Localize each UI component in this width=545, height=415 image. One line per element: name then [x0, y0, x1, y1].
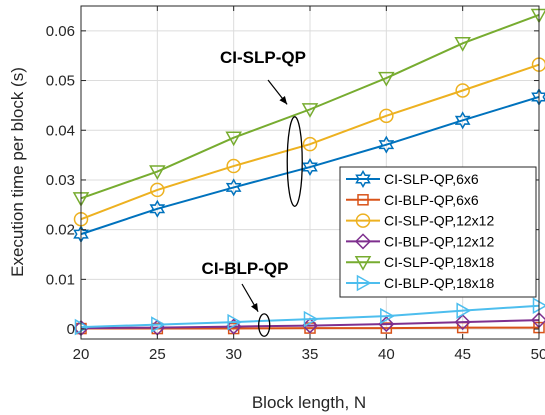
data-point — [456, 302, 472, 319]
y-tick-label: 0.05 — [46, 73, 75, 90]
data-point — [225, 131, 242, 147]
legend-label: CI-BLP-QP,12x12 — [384, 233, 494, 249]
legend-entry: CI-BLP-QP,12x12 — [346, 233, 494, 250]
legend-marker — [354, 233, 372, 250]
data-point — [454, 314, 471, 331]
y-tick-label: 0.04 — [46, 122, 75, 139]
legend-entry: CI-BLP-QP,18x18 — [346, 274, 494, 292]
y-axis-label: Execution time per block (s) — [8, 67, 27, 277]
x-tick-label: 40 — [378, 346, 395, 363]
data-point — [226, 158, 241, 174]
data-point — [149, 165, 166, 181]
legend-label: CI-BLP-QP,6x6 — [384, 192, 479, 208]
legend-entry: CI-BLP-QP,6x6 — [346, 192, 479, 208]
x-axis-label: Block length, N — [252, 393, 366, 412]
annotation-label: CI-SLP-QP — [220, 48, 306, 67]
data-point — [454, 111, 471, 130]
data-point — [151, 316, 166, 333]
data-point — [149, 199, 166, 218]
x-tick-label: 20 — [73, 346, 90, 363]
x-tick-label: 50 — [531, 346, 545, 363]
legend-entry: CI-SLP-QP,12x12 — [346, 213, 494, 229]
series-line — [80, 304, 540, 329]
data-point — [74, 318, 90, 336]
annotation-label: CI-BLP-QP — [202, 259, 289, 278]
data-point — [150, 182, 165, 198]
annotation-2: CI-BLP-QP — [202, 259, 289, 337]
data-point — [303, 310, 319, 328]
legend-label: CI-SLP-QP,18x18 — [384, 254, 494, 270]
series-line — [80, 95, 540, 236]
series-line — [80, 14, 540, 200]
data-point — [225, 178, 242, 197]
data-point — [302, 136, 318, 152]
data-point — [378, 316, 395, 333]
annotation-ellipse — [286, 116, 303, 207]
legend: CI-SLP-QP,6x6 CI-BLP-QP,6x6 CI-SLP-QP,12x1… — [339, 166, 537, 298]
data-point — [301, 103, 319, 118]
data-point — [380, 322, 393, 334]
y-tick-label: 0.06 — [46, 23, 75, 40]
x-tick-label: 30 — [225, 346, 242, 363]
data-point — [227, 313, 243, 331]
data-point — [379, 108, 394, 124]
legend-label: CI-SLP-QP,12x12 — [384, 213, 494, 229]
data-point — [455, 83, 470, 98]
legend-marker — [354, 255, 372, 271]
legend-marker — [355, 213, 371, 228]
data-point — [378, 71, 395, 87]
annotation-1: CI-SLP-QP — [220, 48, 306, 207]
data-point — [380, 307, 395, 325]
series-line — [80, 63, 540, 221]
data-point — [532, 297, 545, 314]
y-tick-label: 0.02 — [46, 222, 75, 239]
legend-marker — [355, 169, 371, 189]
y-tick-label: 0 — [67, 321, 75, 338]
y-tick-label: 0.01 — [46, 271, 75, 288]
annotations: CI-SLP-QP CI-BLP-QP — [202, 48, 306, 337]
x-tick-label: 25 — [149, 346, 166, 363]
data-point — [302, 158, 318, 177]
legend-box — [339, 166, 537, 298]
legend-marker — [357, 194, 369, 206]
legend-label: CI-BLP-QP,18x18 — [384, 275, 494, 291]
data-point — [301, 317, 319, 334]
legend-label: CI-SLP-QP,6x6 — [384, 171, 479, 187]
legend-entry: CI-SLP-QP,18x18 — [346, 254, 494, 271]
annotation-ellipse — [258, 313, 271, 337]
legend-marker — [356, 274, 372, 292]
annotation-arrowhead — [251, 302, 259, 312]
data-point — [454, 37, 471, 52]
data-point — [378, 135, 395, 154]
series-1 — [73, 87, 545, 244]
series-line — [80, 319, 540, 330]
annotation-arrowhead — [279, 95, 288, 105]
y-tick-label: 0.03 — [46, 172, 75, 189]
x-tick-label: 35 — [302, 346, 319, 363]
series-6 — [74, 297, 545, 336]
legend-entry: CI-SLP-QP,6x6 — [346, 169, 479, 189]
axes: 20 25 30 35 40 45 50 0 0.01 0.02 0.03 0.04 0.05 0.06 — [46, 5, 545, 363]
axes-box — [80, 5, 540, 340]
x-tick-label: 45 — [454, 346, 471, 363]
